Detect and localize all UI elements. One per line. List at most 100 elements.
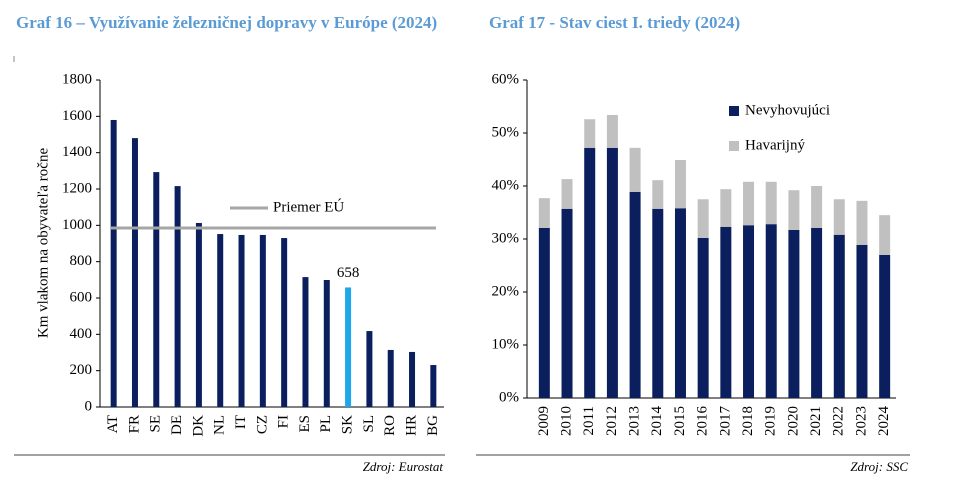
bar xyxy=(281,238,288,407)
x-tick-label: HR xyxy=(403,415,419,436)
bar-segment xyxy=(697,199,709,238)
bar-segment xyxy=(697,237,709,398)
bar-segment xyxy=(811,227,823,398)
bar-segment xyxy=(743,181,755,226)
bar-segment xyxy=(811,186,823,228)
bar-segment xyxy=(538,227,550,398)
x-tick-label: 2017 xyxy=(717,406,733,437)
source: Zdroj: SSC xyxy=(850,459,908,474)
bar-segment xyxy=(833,234,845,398)
bar-segment xyxy=(629,147,641,192)
data-label: 658 xyxy=(337,265,360,281)
x-tick-label: NL xyxy=(212,415,228,435)
bar-segment xyxy=(833,199,845,235)
bar-segment xyxy=(652,208,664,398)
x-tick-label: RO xyxy=(382,415,398,436)
bar xyxy=(110,119,117,407)
x-tick-label: SK xyxy=(340,415,356,434)
bar-segment xyxy=(720,226,732,398)
legend-swatch xyxy=(729,106,739,116)
y-tick-label: 20% xyxy=(492,283,520,299)
bar-segment xyxy=(856,200,868,245)
bar xyxy=(345,287,352,407)
x-tick-label: 2013 xyxy=(627,406,643,436)
x-tick-label: FI xyxy=(276,415,292,428)
y-tick-label: 1000 xyxy=(62,217,92,233)
x-tick-label: 2014 xyxy=(649,406,665,437)
bar-segment xyxy=(652,180,664,209)
y-tick-label: 800 xyxy=(70,253,93,269)
bar-segment xyxy=(561,208,573,398)
x-tick-label: SL xyxy=(361,415,377,433)
bar xyxy=(366,331,373,407)
y-tick-label: 10% xyxy=(492,336,520,352)
x-tick-label: AT xyxy=(105,415,121,433)
bar-segment xyxy=(584,119,596,148)
x-tick-label: DE xyxy=(169,415,185,435)
bar-segment xyxy=(765,224,777,398)
y-tick-label: 40% xyxy=(492,177,520,193)
legend-swatch xyxy=(729,141,739,151)
bar-segment xyxy=(879,215,891,255)
bar-segment xyxy=(856,244,868,398)
x-tick-label: 2009 xyxy=(536,406,552,436)
x-tick-label: 2024 xyxy=(876,406,892,437)
x-tick-label: 2021 xyxy=(808,406,824,436)
bar xyxy=(259,234,266,407)
bar-segment xyxy=(720,189,732,227)
bar-segment xyxy=(879,254,891,398)
bar-segment xyxy=(606,114,618,148)
x-tick-label: 2020 xyxy=(785,406,801,436)
y-tick-label: 200 xyxy=(70,362,93,378)
y-tick-label: 1400 xyxy=(62,144,92,160)
y-tick-label: 60% xyxy=(492,71,520,87)
x-tick-label: DK xyxy=(190,415,206,437)
legend-label: Nevyhovujúci xyxy=(745,102,830,118)
chart-title: Graf 17 - Stav ciest I. triedy (2024) xyxy=(489,13,741,32)
x-tick-label: 2023 xyxy=(853,406,869,436)
bar-segment xyxy=(584,147,596,398)
x-tick-label: BG xyxy=(425,415,441,436)
legend-label: Priemer EÚ xyxy=(273,198,344,215)
y-tick-label: 1200 xyxy=(62,180,92,196)
y-tick-label: 0% xyxy=(499,389,519,405)
y-tick-label: 400 xyxy=(70,326,93,342)
source: Zdroj: Eurostat xyxy=(363,459,444,474)
x-tick-label: CZ xyxy=(254,415,270,434)
bar xyxy=(409,351,416,407)
x-tick-label: 2016 xyxy=(695,406,711,437)
y-tick-label: 1800 xyxy=(62,71,92,87)
chart-title: Graf 16 – Využívanie železničnej dopravy… xyxy=(16,13,438,32)
bar-segment xyxy=(743,225,755,398)
x-tick-label: 2018 xyxy=(740,406,756,436)
bar-segment xyxy=(538,198,550,228)
y-tick-label: 50% xyxy=(492,124,520,140)
bar-segment xyxy=(788,190,800,230)
bar-segment xyxy=(788,229,800,398)
bar xyxy=(153,172,160,407)
x-tick-label: PL xyxy=(318,415,334,433)
bar xyxy=(131,138,138,407)
x-tick-label: 2010 xyxy=(558,406,574,436)
y-tick-label: 0 xyxy=(85,398,93,414)
x-tick-label: IT xyxy=(233,415,249,429)
bar-segment xyxy=(606,147,618,398)
x-tick-label: ES xyxy=(297,415,313,433)
x-tick-label: 2019 xyxy=(763,406,779,436)
bar-segment xyxy=(629,191,641,398)
bar-segment xyxy=(674,160,686,209)
bar-segment xyxy=(765,181,777,225)
bar xyxy=(174,186,181,407)
bar xyxy=(430,365,437,407)
bar xyxy=(195,222,202,407)
y-tick-label: 600 xyxy=(70,289,93,305)
x-tick-label: 2022 xyxy=(831,406,847,436)
legend-label: Havarijný xyxy=(745,137,805,153)
x-tick-label: SE xyxy=(148,415,164,433)
bar-segment xyxy=(674,208,686,398)
y-tick-label: 30% xyxy=(492,230,520,246)
bar xyxy=(387,349,394,407)
x-tick-label: FR xyxy=(126,415,142,433)
